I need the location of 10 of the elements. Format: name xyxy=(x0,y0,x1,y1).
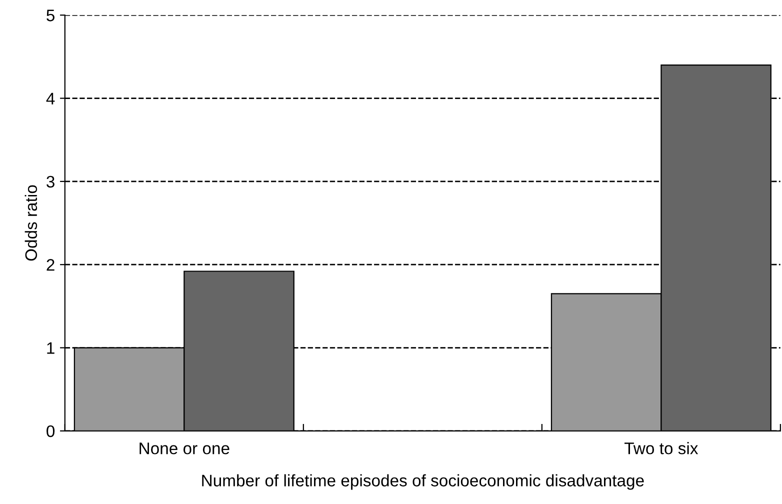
x-tick-label: Two to six xyxy=(624,442,698,454)
x-tick-label: None or one xyxy=(140,442,230,454)
y-tick-label: 5 xyxy=(46,10,54,22)
y-tick-label: 1 xyxy=(47,342,54,354)
y-tick-label: 3 xyxy=(46,176,54,188)
y-tick-label: 4 xyxy=(46,92,55,104)
y-axis-title: Odds ratio xyxy=(24,185,38,261)
x-axis-title: Number of lifetime episodes of socioeconomic disadvantage xyxy=(202,474,644,490)
y-tick-label: 2 xyxy=(46,259,54,271)
y-tick-label: 0 xyxy=(46,425,55,438)
